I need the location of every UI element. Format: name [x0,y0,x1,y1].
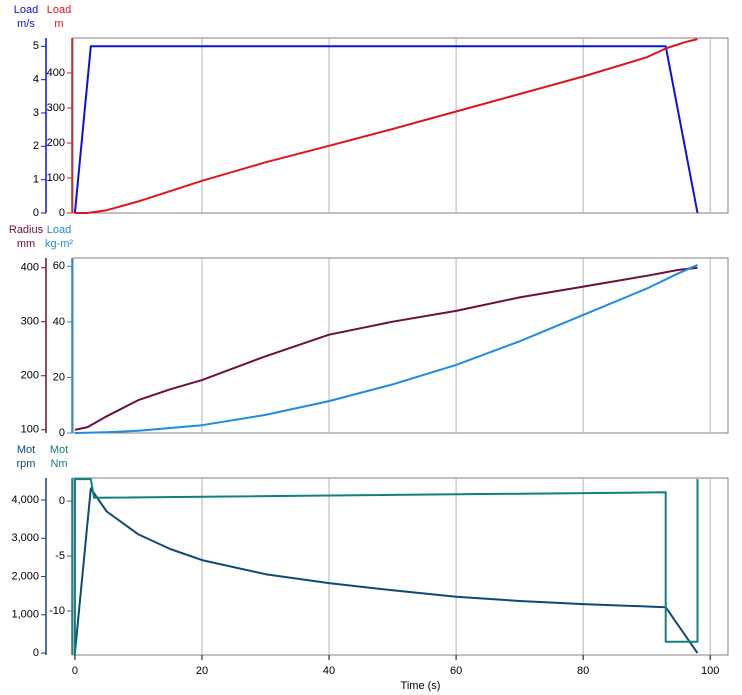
y-tick-label: -5 [55,550,65,562]
plot-area [72,257,729,434]
y-tick-label: 3 [33,107,39,119]
data-line [74,263,698,434]
y-tick-label: 3,000 [11,532,39,544]
axis-label: Mot [50,444,68,456]
y-tick-label: 2,000 [11,570,39,582]
y-tick-label: 2 [33,140,39,152]
y-tick-label: 0 [59,495,65,507]
axis-label: Load [14,4,38,16]
x-tick-label: 40 [323,665,335,677]
y-tick-label: 5 [33,40,39,52]
x-tick-label: 100 [701,665,719,677]
x-tick-label: 60 [450,665,462,677]
axis-label: Radius [9,224,44,236]
data-line [73,478,699,655]
y-tick-label: 20 [53,371,65,383]
y-tick-label: 40 [53,316,65,328]
axis-label: Load [47,4,71,16]
plot-area [72,37,729,214]
y-tick-label: 100 [21,424,39,436]
axis-label: Mot [17,444,35,456]
x-axis-label: Time (s) [401,680,441,692]
y-tick-label: 300 [21,316,39,328]
axis-label: Load [47,224,71,236]
y-tick-label: -10 [49,605,65,617]
axis-label: m [54,18,63,30]
y-tick-label: 4 [33,74,39,86]
axis-label: rpm [17,458,36,470]
data-line [73,487,699,654]
x-tick-label: 20 [196,665,208,677]
y-tick-label: 100 [47,172,65,184]
y-tick-label: 4,000 [11,494,39,506]
y-tick-label: 0 [59,207,65,219]
y-tick-label: 0 [33,207,39,219]
y-tick-label: 0 [33,647,39,659]
y-tick-label: 60 [53,260,65,272]
x-tick-label: 0 [72,665,78,677]
axis-label: m/s [17,18,35,30]
data-line [74,38,698,214]
data-line [74,266,698,431]
axis-label: mm [17,238,35,250]
data-line [73,45,699,214]
plot-area [72,477,729,656]
y-tick-label: 0 [59,427,65,439]
y-tick-label: 1,000 [11,609,39,621]
y-tick-label: 200 [47,137,65,149]
y-tick-label: 300 [47,102,65,114]
axis-label: kg-m² [45,238,73,250]
y-tick-label: 1 [33,174,39,186]
x-tick-label: 80 [577,665,589,677]
y-tick-label: 400 [47,67,65,79]
axis-label: Nm [50,458,67,470]
y-tick-label: 200 [21,370,39,382]
y-tick-label: 400 [21,262,39,274]
